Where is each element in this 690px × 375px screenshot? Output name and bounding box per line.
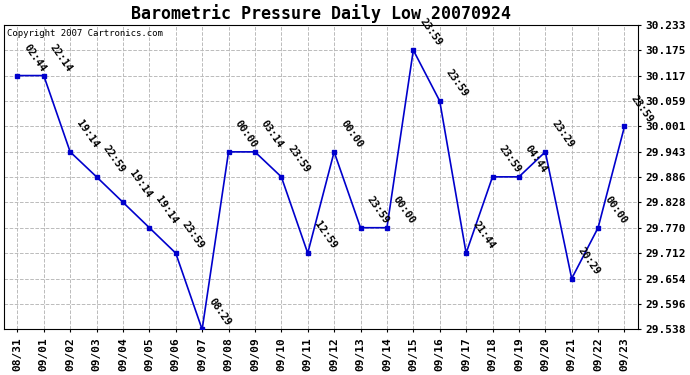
Text: 19:14: 19:14: [153, 194, 179, 225]
Text: 22:59: 22:59: [101, 143, 127, 175]
Text: 02:44: 02:44: [21, 42, 48, 74]
Text: 23:59: 23:59: [629, 93, 655, 124]
Text: 22:14: 22:14: [48, 42, 74, 74]
Text: 00:00: 00:00: [391, 194, 417, 225]
Text: 00:00: 00:00: [233, 118, 259, 150]
Text: 23:29: 23:29: [549, 118, 575, 150]
Text: 23:59: 23:59: [417, 16, 444, 48]
Text: 23:59: 23:59: [365, 194, 391, 225]
Text: Copyright 2007 Cartronics.com: Copyright 2007 Cartronics.com: [8, 29, 164, 38]
Title: Barometric Pressure Daily Low 20070924: Barometric Pressure Daily Low 20070924: [131, 4, 511, 23]
Text: 23:59: 23:59: [497, 143, 523, 175]
Text: 00:00: 00:00: [338, 118, 364, 150]
Text: 03:14: 03:14: [259, 118, 285, 150]
Text: 19:14: 19:14: [127, 169, 153, 200]
Text: 20:29: 20:29: [576, 245, 602, 276]
Text: 23:59: 23:59: [180, 220, 206, 251]
Text: 19:14: 19:14: [75, 118, 101, 150]
Text: 08:29: 08:29: [206, 296, 233, 327]
Text: 23:59: 23:59: [444, 68, 470, 99]
Text: 21:44: 21:44: [471, 220, 496, 251]
Text: 23:59: 23:59: [286, 143, 312, 175]
Text: 04:44: 04:44: [523, 143, 549, 175]
Text: 12:59: 12:59: [312, 220, 338, 251]
Text: 00:00: 00:00: [602, 194, 629, 225]
